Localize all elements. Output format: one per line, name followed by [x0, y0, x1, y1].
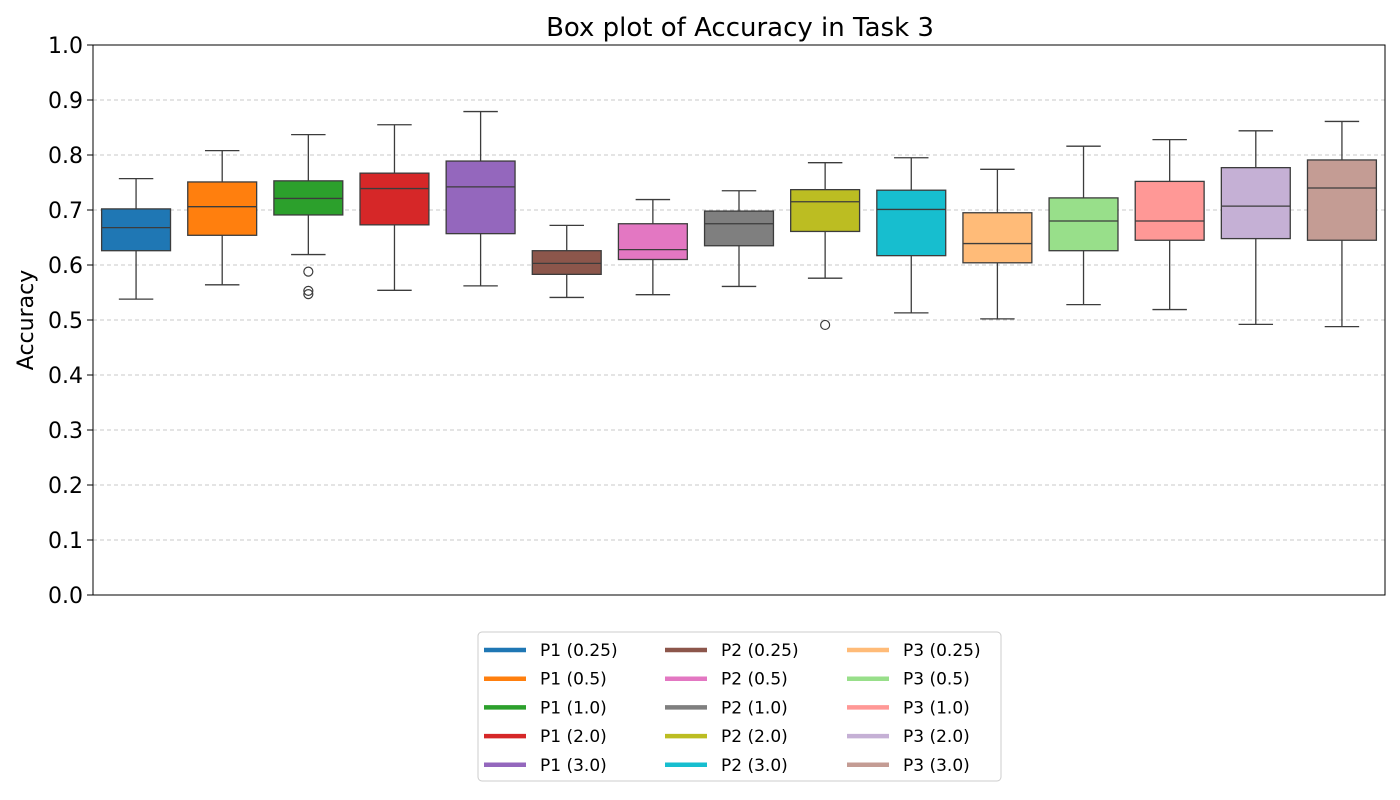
legend-item: P3 (1.0): [847, 698, 970, 718]
legend-frame: [477, 631, 1002, 782]
box-9: [790, 162, 861, 331]
legend-item: P2 (2.0): [665, 727, 788, 747]
y-tick-label: 0.6: [48, 254, 83, 279]
legend-item: P1 (3.0): [484, 756, 607, 776]
y-axis-ticks: 0.0 0.1 0.2 0.3 0.4 0.5 0.6 0.7 0.8 0.9 1.0: [48, 34, 93, 609]
y-axis-label: Accuracy: [14, 270, 39, 370]
box-5: [445, 110, 516, 287]
legend-item: P3 (0.25): [847, 641, 981, 661]
plot-area-frame: [92, 44, 1386, 596]
box-2: [187, 149, 258, 286]
box-series: [100, 110, 1378, 331]
box-10: [876, 157, 947, 314]
box-iqr: [445, 160, 516, 235]
legend-label: P2 (0.25): [721, 641, 799, 661]
box-12: [1048, 145, 1119, 306]
legend-label: P3 (3.0): [903, 756, 970, 776]
box-13: [1134, 138, 1205, 311]
y-tick-label: 0.0: [48, 584, 83, 609]
box-7: [617, 198, 688, 296]
y-tick-label: 0.1: [48, 529, 83, 554]
chart-title: Box plot of Accuracy in Task 3: [546, 13, 934, 43]
legend-label: P3 (0.5): [903, 670, 970, 690]
legend-label: P1 (3.0): [540, 756, 607, 776]
legend-item: P3 (0.5): [847, 670, 970, 690]
box-14: [1220, 130, 1291, 326]
legend-label: P2 (1.0): [721, 698, 788, 718]
legend-item: P2 (0.5): [665, 670, 788, 690]
y-tick-label: 0.3: [48, 419, 83, 444]
legend-label: P1 (2.0): [540, 727, 607, 747]
grid-lines: [93, 99, 1385, 541]
box-6: [531, 224, 602, 299]
box-iqr: [359, 172, 430, 226]
y-tick-label: 1.0: [48, 34, 83, 59]
legend-item: P2 (0.25): [665, 641, 799, 661]
box-iqr: [1134, 180, 1205, 241]
box-iqr: [100, 208, 172, 252]
box-3: [273, 133, 344, 300]
outlier-point: [303, 285, 314, 296]
box-iqr: [876, 189, 947, 257]
box-15: [1306, 120, 1378, 328]
legend-item: P3 (3.0): [847, 756, 970, 776]
box-iqr: [962, 212, 1033, 264]
y-tick-label: 0.4: [48, 364, 83, 389]
outlier-point: [303, 289, 314, 300]
box-11: [962, 168, 1033, 320]
box-iqr: [790, 188, 861, 233]
legend-item: P2 (1.0): [665, 698, 788, 718]
legend-label: P3 (0.25): [903, 641, 981, 661]
y-tick-label: 0.7: [48, 199, 83, 224]
box-4: [359, 124, 430, 291]
legend-item: P1 (1.0): [484, 698, 607, 718]
box-iqr: [1306, 159, 1378, 241]
box-iqr: [703, 210, 775, 247]
box-iqr: [1048, 197, 1119, 252]
box-iqr: [187, 181, 258, 236]
legend-label: P1 (0.5): [540, 670, 607, 690]
box-iqr: [531, 250, 602, 275]
legend-label: P3 (2.0): [903, 727, 970, 747]
legend-label: P1 (1.0): [540, 698, 607, 718]
legend-label: P2 (3.0): [721, 756, 788, 776]
legend-item: P1 (0.5): [484, 670, 607, 690]
legend-label: P1 (0.25): [540, 641, 618, 661]
y-tick-label: 0.9: [48, 89, 83, 114]
legend-item: P1 (2.0): [484, 727, 607, 747]
outlier-point: [303, 266, 314, 277]
legend-item: P1 (0.25): [484, 641, 618, 661]
legend-label: P3 (1.0): [903, 698, 970, 718]
legend: P1 (0.25) P1 (0.5) P1 (1.0) P1 (2.0) P1 (3.0…: [477, 631, 1002, 782]
legend-label: P2 (0.5): [721, 670, 788, 690]
legend-item: P2 (3.0): [665, 756, 788, 776]
legend-item: P3 (2.0): [847, 727, 970, 747]
legend-label: P2 (2.0): [721, 727, 788, 747]
box-iqr: [1220, 166, 1291, 240]
box-iqr: [617, 223, 688, 261]
y-tick-label: 0.5: [48, 309, 83, 334]
y-tick-label: 0.8: [48, 144, 83, 169]
y-tick-label: 0.2: [48, 474, 83, 499]
outlier-point: [820, 319, 831, 331]
box-8: [703, 190, 775, 288]
box-1: [100, 177, 172, 300]
